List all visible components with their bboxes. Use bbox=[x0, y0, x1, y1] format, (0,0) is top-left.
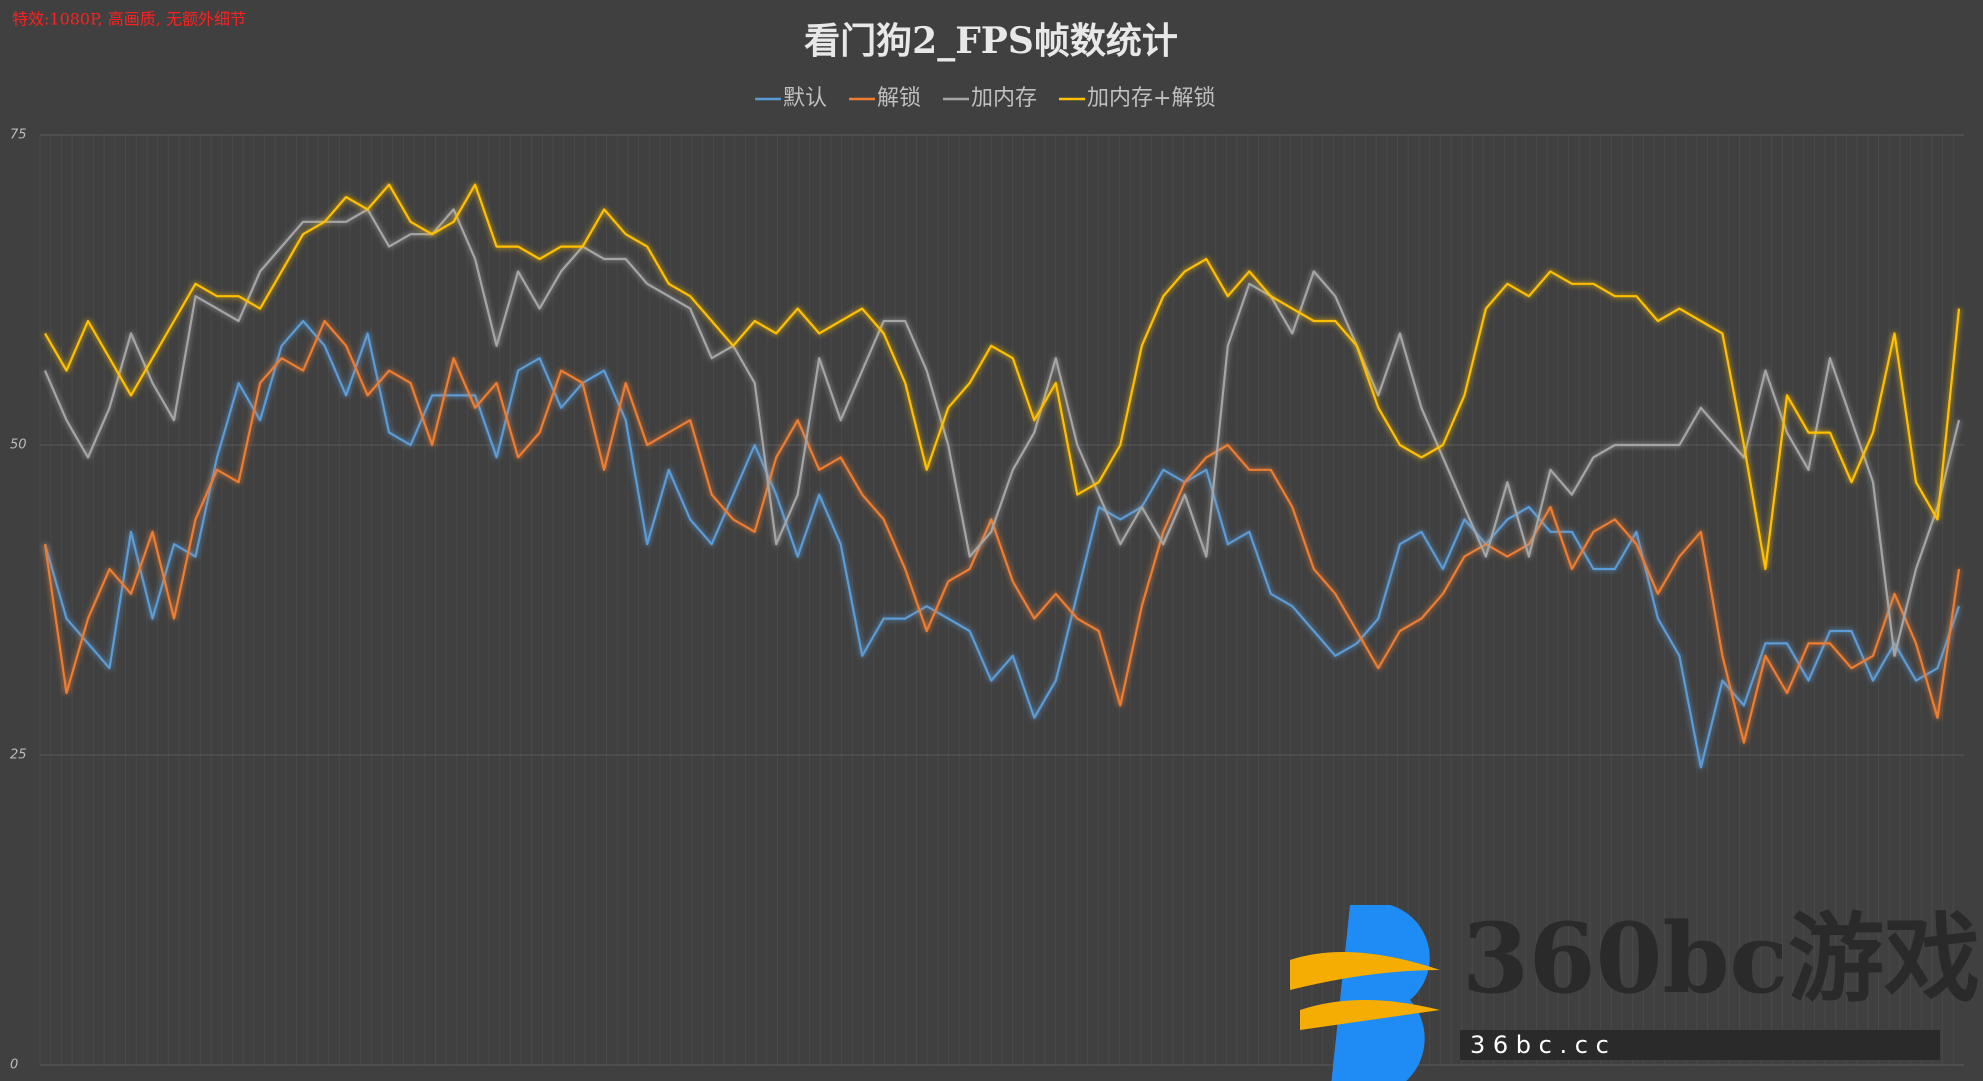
series-line bbox=[44, 183, 1961, 571]
watermark-sub: 3 6 b c . c c bbox=[1470, 1031, 1609, 1059]
y-tick-label: 0 bbox=[10, 1058, 18, 1073]
series-line bbox=[43, 208, 1961, 657]
chart-title: 看门狗2_FPS帧数统计 bbox=[804, 20, 1178, 62]
series-line bbox=[43, 319, 1961, 769]
legend: 默认 解锁 加内存 加内存+解锁 bbox=[755, 86, 1215, 111]
y-tick-label: 50 bbox=[10, 438, 27, 453]
y-tick-label: 75 bbox=[10, 128, 27, 143]
y-tick-label: 25 bbox=[10, 748, 27, 763]
watermark-logo bbox=[1290, 905, 1440, 1081]
legend-label: 默认 bbox=[783, 86, 827, 111]
series-line bbox=[43, 319, 1961, 744]
legend-label: 解锁 bbox=[877, 86, 921, 111]
legend-label: 加内存 bbox=[971, 86, 1037, 111]
plot-area: 0 25 50 75 bbox=[10, 128, 1964, 1073]
watermark: 360bc游戏 bbox=[1462, 902, 1980, 1015]
annotation: 特效:1080P, 高画质, 无额外细节 bbox=[12, 10, 246, 29]
watermark-bar bbox=[1460, 1030, 1940, 1060]
legend-label: 加内存+解锁 bbox=[1087, 86, 1215, 111]
